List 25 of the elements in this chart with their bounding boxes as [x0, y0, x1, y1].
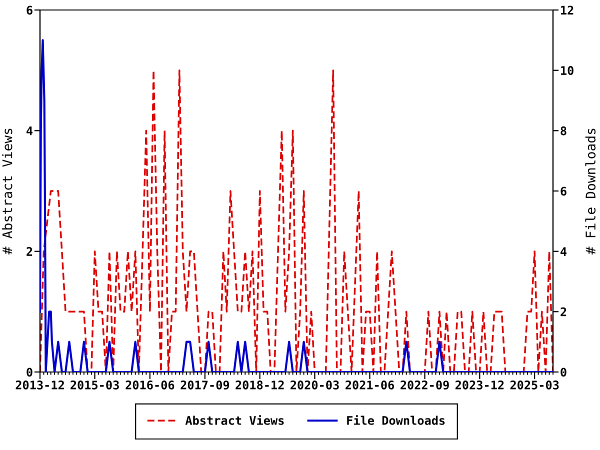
y2-tick-label: 12	[561, 6, 574, 14]
x-tick-label: 2016-06	[126, 380, 174, 390]
y-tick-label: 4	[26, 126, 33, 136]
legend-label: Abstract Views	[185, 415, 284, 425]
y2-tick-label: 10	[561, 66, 574, 75]
y2-tick-label: 0	[560, 368, 566, 377]
x-tick-label: 2017-09	[180, 380, 230, 390]
x-tick-label: 2021-06	[346, 380, 394, 390]
legend-label: File Downloads	[347, 415, 445, 425]
y-tick-label: 0	[26, 368, 32, 377]
y-tick-label: 6	[26, 6, 32, 15]
y-axis-title: # Abstract Views	[2, 128, 12, 255]
y2-tick-label: 8	[560, 126, 566, 136]
y2-axis-title: # File Downloads	[585, 128, 596, 255]
x-tick-label: 2013-12	[16, 380, 64, 390]
x-tick-label: 2025-03	[510, 380, 559, 390]
y2-tick-label: 6	[560, 186, 566, 196]
x-tick-label: 2022-09	[400, 380, 449, 390]
x-tick-label: 2018-12	[236, 380, 284, 390]
y2-tick-label: 2	[560, 307, 566, 316]
x-tick-label: 2020-03	[290, 380, 339, 390]
y2-tick-label: 4	[560, 247, 567, 256]
y-tick-label: 2	[26, 247, 32, 256]
x-tick-label: 2023-12	[455, 380, 504, 390]
x-tick-label: 2015-03	[70, 380, 119, 390]
